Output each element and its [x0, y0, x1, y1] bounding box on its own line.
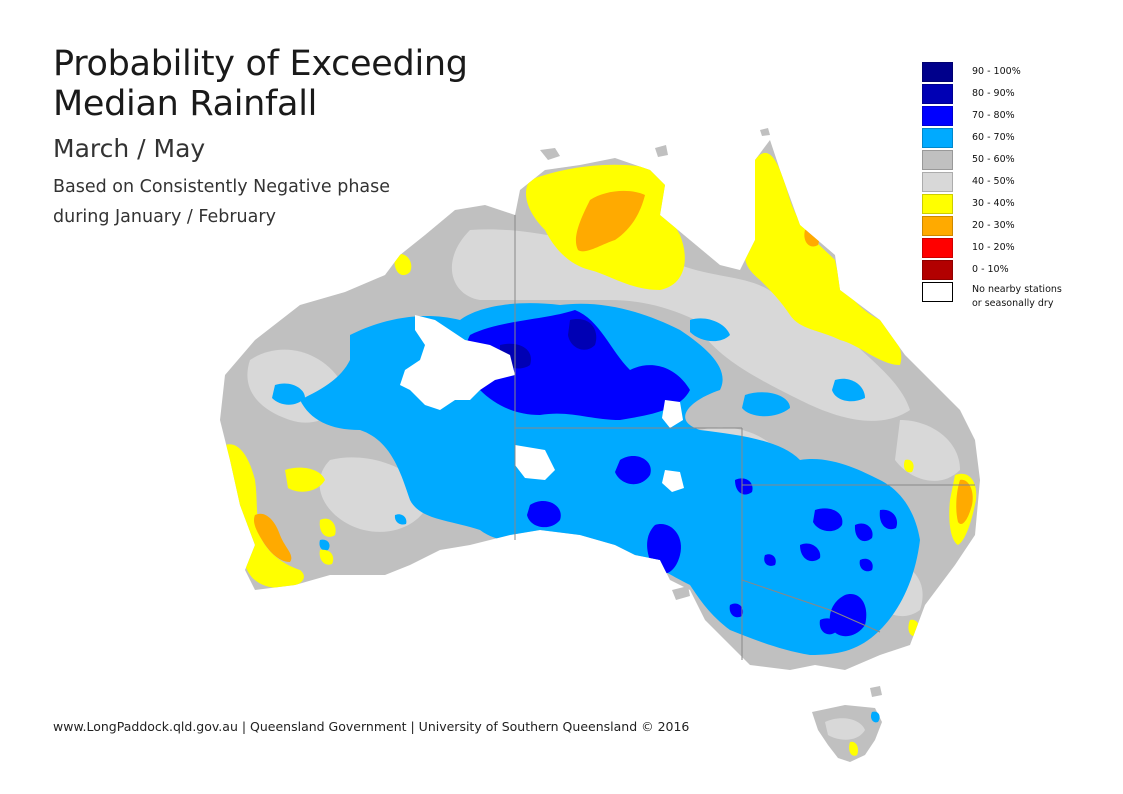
legend-label: 80 - 90%	[972, 88, 1015, 99]
legend-no-data-label: No nearby stations or seasonally dry	[972, 283, 1062, 311]
map-description-line-2: during January / February	[53, 207, 276, 227]
legend-label: 90 - 100%	[972, 66, 1021, 77]
legend-swatch	[922, 238, 953, 258]
map-title-line-1: Probability of Exceeding	[53, 44, 468, 84]
legend-swatch	[922, 62, 953, 82]
legend-swatch	[922, 172, 953, 192]
legend-swatch	[922, 106, 953, 126]
footer-credits: www.LongPaddock.qld.gov.au | Queensland …	[53, 719, 690, 734]
mainland	[220, 140, 980, 670]
legend-swatch-no-data	[922, 282, 953, 302]
legend-swatch	[922, 128, 953, 148]
map-title-line-2: Median Rainfall	[53, 84, 318, 124]
map-subtitle: March / May	[53, 134, 206, 163]
map-description-line-1: Based on Consistently Negative phase	[53, 177, 391, 197]
legend-label: 30 - 40%	[972, 198, 1015, 209]
legend-no-data-line-2: or seasonally dry	[972, 298, 1054, 309]
legend-swatch	[922, 216, 953, 236]
legend-label: 50 - 60%	[972, 154, 1015, 165]
legend-no-data-line-1: No nearby stations	[972, 284, 1062, 295]
legend-label: 70 - 80%	[972, 110, 1015, 121]
title-block: Probability of Exceeding Median Rainfall…	[53, 44, 468, 232]
legend-label: 40 - 50%	[972, 176, 1015, 187]
legend-label: 10 - 20%	[972, 242, 1015, 253]
legend-swatch	[922, 194, 953, 214]
tasmania	[812, 705, 882, 762]
legend-swatch	[922, 260, 953, 280]
legend-swatch	[922, 84, 953, 104]
islands	[540, 128, 882, 697]
legend-swatch	[922, 150, 953, 170]
legend-label: 20 - 30%	[972, 220, 1015, 231]
legend-label: 60 - 70%	[972, 132, 1015, 143]
legend-label: 0 - 10%	[972, 264, 1009, 275]
